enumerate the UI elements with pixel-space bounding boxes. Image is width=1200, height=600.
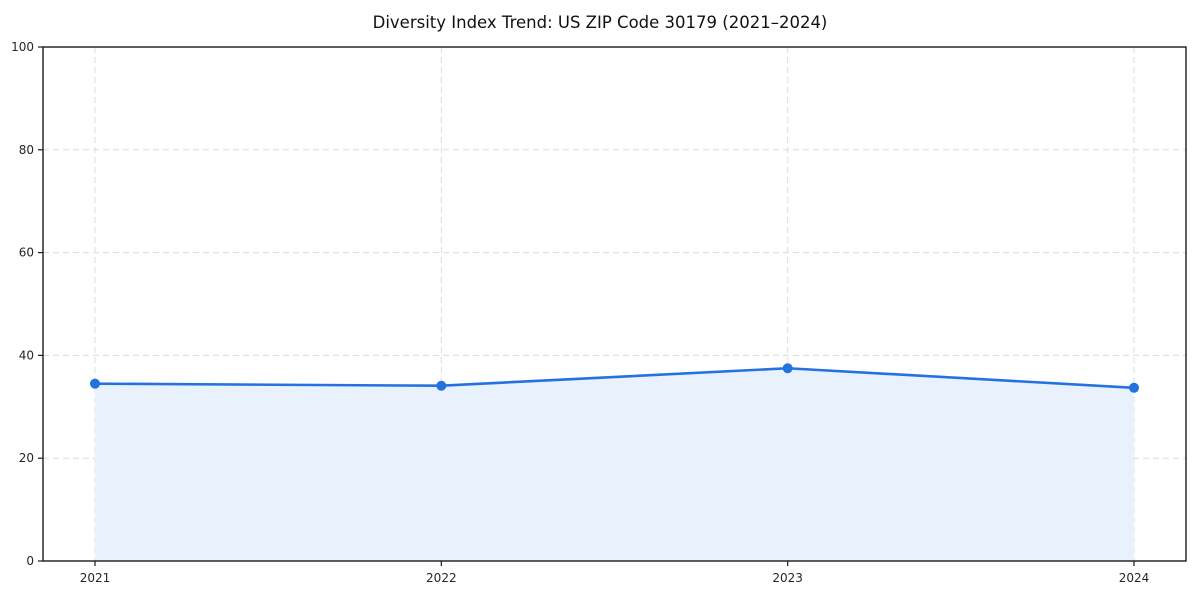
trend-line — [93, 366, 1136, 390]
y-tick-label: 20 — [19, 451, 34, 465]
area-fill — [95, 368, 1134, 561]
x-tick-label: 2024 — [1119, 571, 1150, 585]
y-tick-label: 40 — [19, 348, 34, 362]
chart-title: Diversity Index Trend: US ZIP Code 30179… — [372, 13, 828, 32]
x-tick-label: 2023 — [772, 571, 803, 585]
data-point-2022 — [436, 380, 447, 391]
y-tick-label: 60 — [19, 246, 34, 260]
x-tick-label: 2021 — [80, 571, 111, 585]
data-point-2021 — [90, 378, 100, 389]
y-tick-label: 100 — [11, 40, 34, 54]
data-point-2024 — [1129, 382, 1139, 393]
y-tick-label: 80 — [19, 143, 34, 157]
plot-border — [42, 46, 1187, 562]
data-point-2023 — [782, 363, 793, 374]
x-tick-label: 2022 — [426, 571, 457, 585]
y-tick-label: 0 — [26, 554, 34, 568]
